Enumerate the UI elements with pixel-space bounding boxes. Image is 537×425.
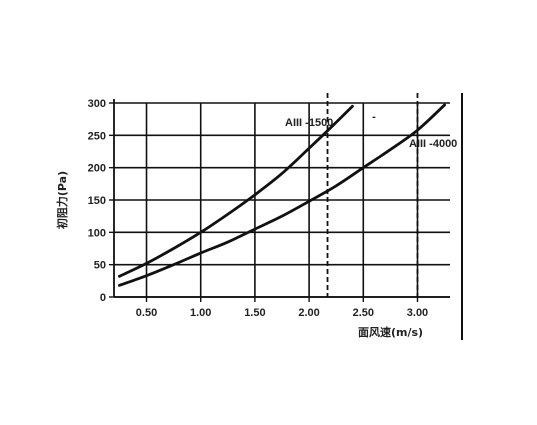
y-tick-label-3: 150: [88, 195, 106, 207]
x-tick-labels: 0.50 1.00 1.50 2.00 2.50 3.00: [136, 307, 428, 319]
x-tick-label-2: 1.50: [244, 307, 265, 319]
y-tick-label-6: 300: [88, 98, 106, 110]
series-line-1: [118, 103, 446, 287]
series-label-1: AIII -4000: [409, 138, 457, 150]
stray-dash-mark: -: [372, 111, 376, 123]
y-tick-label-2: 100: [88, 227, 106, 239]
series-lines: [118, 103, 446, 287]
y-tick-label-4: 200: [88, 163, 106, 175]
dashed-markers: [326, 93, 419, 297]
x-axis-title: 面风速(m/s): [358, 325, 423, 339]
y-tick-labels: 0 50 100 150 200 250 300: [88, 98, 106, 304]
chart-axes: [109, 99, 450, 302]
x-tick-label-4: 2.50: [353, 307, 374, 319]
y-axis-title: 初阻力(Pa): [55, 171, 69, 229]
x-tick-label-0: 0.50: [136, 307, 157, 319]
series-line-0: [118, 104, 354, 278]
x-tick-label-3: 2.00: [298, 307, 319, 319]
y-tick-label-5: 250: [88, 130, 106, 142]
x-tick-label-5: 3.00: [407, 307, 428, 319]
x-tick-label-1: 1.00: [190, 307, 211, 319]
y-tick-label-1: 50: [94, 260, 106, 272]
series-label-0: AIII -1500: [285, 117, 333, 129]
series-labels: AIII -1500 AIII -4000: [285, 117, 457, 150]
y-tick-label-0: 0: [100, 292, 106, 304]
